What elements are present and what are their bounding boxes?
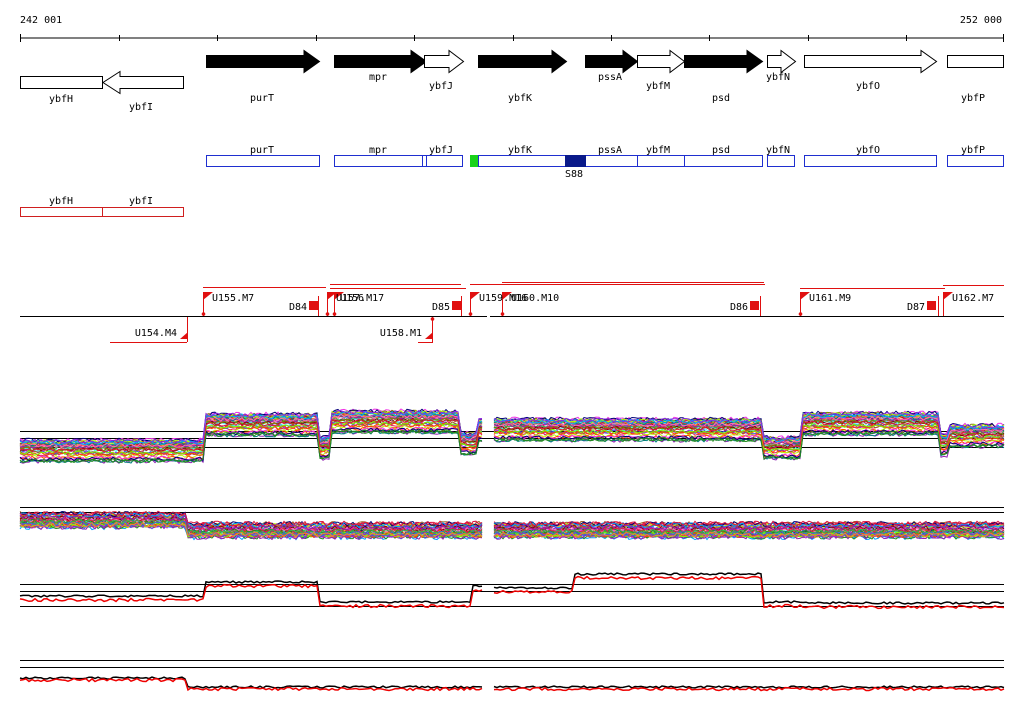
segment-label-d86[interactable]: D86 xyxy=(730,302,748,313)
gene-label-ybfj: ybfJ xyxy=(429,81,453,92)
segment-label-u159[interactable]: U159.M16 xyxy=(479,293,527,304)
segment-track: U155.M7 U157.M17 U156 U159.M16 U160.M10 … xyxy=(20,282,1004,343)
profile-trace-reverse xyxy=(19,518,1005,535)
operon-label-ybfi: ybfI xyxy=(129,196,153,207)
operon-label-ybfo: ybfO xyxy=(856,145,880,156)
gene-label-pssa: pssA xyxy=(598,72,622,83)
gene-psd[interactable]: psd xyxy=(684,49,764,105)
gene-ybfh[interactable]: ybfH xyxy=(20,76,103,106)
gene-ybfm[interactable]: ybfM xyxy=(637,49,686,93)
gene-label-mpr: mpr xyxy=(369,72,387,83)
gene-ybfo[interactable]: ybfO xyxy=(804,49,938,93)
ruler-start-label: 242 001 xyxy=(20,15,62,26)
expression-panel-reverse xyxy=(19,507,1005,541)
gene-purt[interactable]: purT xyxy=(206,49,321,105)
gene-track: ybfH ybfI purT mpr ybfJ ybfK pssA ybfM xyxy=(20,49,1004,114)
segment-label-d85[interactable]: D85 xyxy=(432,302,450,313)
segment-label-u154[interactable]: U154.M4 xyxy=(135,328,177,339)
gene-ybfn[interactable]: ybfN xyxy=(766,49,797,84)
gene-label-ybfi: ybfI xyxy=(129,102,153,113)
profile-trace-reverse xyxy=(19,521,1005,538)
segment-label-u156[interactable]: U156 xyxy=(340,293,364,304)
gene-ybfj[interactable]: ybfJ xyxy=(424,49,465,93)
operon-highlight-label: S88 xyxy=(565,169,583,180)
operon-label-ybfh: ybfH xyxy=(49,196,73,207)
profile-trace-summary-rev-red xyxy=(19,677,1005,692)
gene-pssa[interactable]: pssA xyxy=(585,49,639,84)
operon-label-mpr: mpr xyxy=(369,145,387,156)
expression-panel-tiling xyxy=(19,408,1005,465)
segment-label-u158[interactable]: U158.M1 xyxy=(380,328,422,339)
segment-label-u161[interactable]: U161.M9 xyxy=(809,293,851,304)
profile-trace-tiling xyxy=(19,420,1005,456)
operon-label-ybfk: ybfK xyxy=(508,145,532,156)
expression-panel-summary-reverse xyxy=(19,660,1005,692)
segment-label-u155[interactable]: U155.M7 xyxy=(212,293,254,304)
operon-label-purt: purT xyxy=(250,145,274,156)
operon-box-ybfj[interactable] xyxy=(422,155,463,167)
gene-label-ybfp: ybfP xyxy=(961,93,985,104)
operon-box-ybfp[interactable] xyxy=(947,155,1004,167)
gene-ybfp[interactable]: ybfP xyxy=(947,55,1004,105)
profile-trace-tiling xyxy=(19,429,1005,464)
operon-highlight-navy[interactable] xyxy=(565,155,586,167)
ruler-end-label: 252 000 xyxy=(960,15,1002,26)
gene-label-purt: purT xyxy=(250,93,274,104)
profile-trace-tiling xyxy=(19,418,1005,453)
profile-trace-summary-black xyxy=(19,572,1005,605)
profile-trace-summary-red xyxy=(19,575,1005,610)
operon-highlight-green xyxy=(470,155,478,167)
operon-track-forward: S88 purT mpr ybfJ ybfK pssA ybfM psd ybf… xyxy=(206,145,1004,180)
ruler-ticks xyxy=(20,34,1004,42)
gene-label-ybfm: ybfM xyxy=(646,81,670,92)
segment-label-d87[interactable]: D87 xyxy=(907,302,925,313)
operon-label-pssa: pssA xyxy=(598,145,622,156)
segment-label-u162[interactable]: U162.M7 xyxy=(952,293,994,304)
gene-label-ybfk: ybfK xyxy=(508,93,532,104)
coordinate-ruler: 242 001 252 000 xyxy=(20,15,1004,42)
gene-ybfi[interactable]: ybfI xyxy=(102,70,184,114)
gene-ybfk[interactable]: ybfK xyxy=(478,49,568,105)
gene-mpr[interactable]: mpr xyxy=(334,49,428,84)
segment-label-d84[interactable]: D84 xyxy=(289,302,307,313)
segment-label-u160[interactable]: U160.M10 xyxy=(511,293,559,304)
profile-trace-summary-rev-black xyxy=(19,676,1005,689)
operon-track-reverse: ybfH ybfI xyxy=(20,196,184,217)
profile-trace-reverse xyxy=(19,514,1005,531)
profile-trace-tiling xyxy=(19,409,1005,444)
operon-label-ybfj: ybfJ xyxy=(429,145,453,156)
gene-label-ybfn: ybfN xyxy=(766,72,790,83)
expression-panel-summary-forward xyxy=(19,572,1005,610)
segment-label-u157[interactable]: U157.M17 xyxy=(336,293,384,304)
operon-box-ybfk-psd[interactable] xyxy=(478,155,763,167)
operon-label-psd: psd xyxy=(712,145,730,156)
operon-box-ybfn[interactable] xyxy=(767,155,795,167)
gene-label-ybfo: ybfO xyxy=(856,81,880,92)
operon-label-ybfp: ybfP xyxy=(961,145,985,156)
operon-box-mpr[interactable] xyxy=(334,155,423,167)
gene-label-psd: psd xyxy=(712,93,730,104)
operon-box-purt[interactable] xyxy=(206,155,320,167)
gene-label-ybfh: ybfH xyxy=(49,94,73,105)
operon-label-ybfn: ybfN xyxy=(766,145,790,156)
operon-label-ybfm: ybfM xyxy=(646,145,670,156)
operon-box-ybfo[interactable] xyxy=(804,155,937,167)
